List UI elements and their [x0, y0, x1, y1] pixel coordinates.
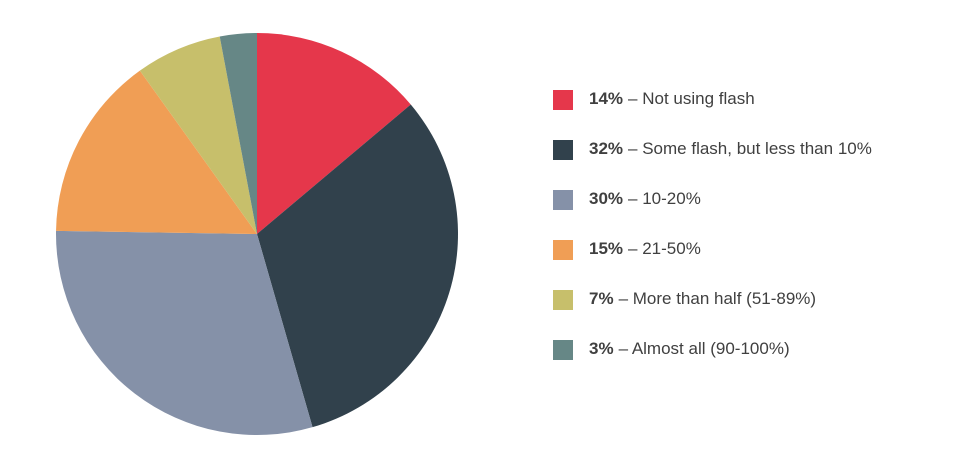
legend-entry: 7% – More than half (51-89%) — [589, 289, 816, 308]
legend-entry: 32% – Some flash, but less than 10% — [589, 139, 872, 158]
legend-swatch — [553, 290, 573, 310]
legend-value: 3% — [589, 339, 614, 358]
legend-value: 15% — [589, 239, 623, 258]
legend-entry: 14% – Not using flash — [589, 89, 755, 108]
legend-swatch — [553, 240, 573, 260]
legend-swatch — [553, 140, 573, 160]
legend-value: 30% — [589, 189, 623, 208]
legend-label: – 10-20% — [628, 189, 701, 208]
legend-label: – 21-50% — [628, 239, 701, 258]
pie-slice — [219, 33, 257, 234]
legend-label: – More than half (51-89%) — [619, 289, 817, 308]
legend-swatch — [553, 190, 573, 210]
pie-slice — [257, 33, 411, 234]
pie-slice — [55, 230, 313, 436]
pie-slice — [56, 70, 257, 234]
legend-value: 7% — [589, 289, 614, 308]
pie-slice — [139, 36, 257, 235]
legend-value: 32% — [589, 139, 623, 158]
legend-swatch — [553, 340, 573, 360]
legend-entry: 30% – 10-20% — [589, 189, 701, 208]
pie-slice — [257, 104, 458, 428]
legend-entry: 3% – Almost all (90-100%) — [589, 339, 790, 358]
legend-swatch — [553, 90, 573, 110]
legend-value: 14% — [589, 89, 623, 108]
legend-label: – Almost all (90-100%) — [619, 339, 790, 358]
legend-label: – Some flash, but less than 10% — [628, 139, 872, 158]
legend-entry: 15% – 21-50% — [589, 239, 701, 258]
legend-label: – Not using flash — [628, 89, 755, 108]
